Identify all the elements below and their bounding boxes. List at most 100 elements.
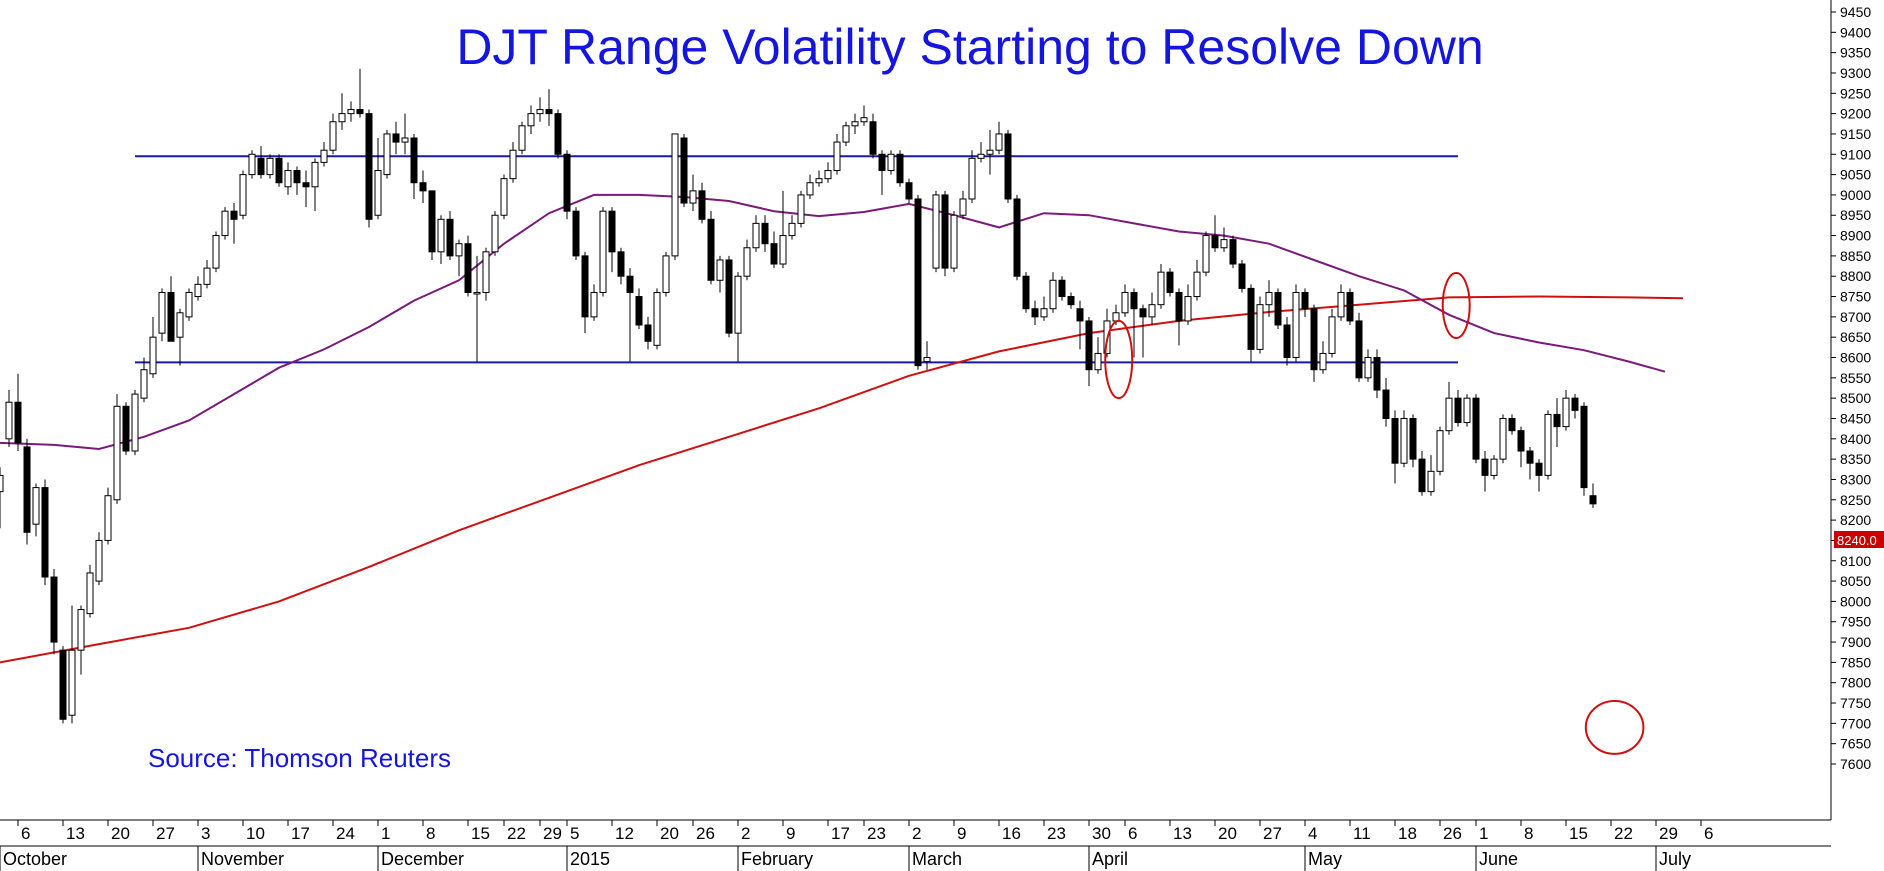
candle-body [1211,235,1219,249]
candle-body [1058,279,1066,298]
candle-body [1562,397,1570,428]
candle-body [185,291,193,318]
candle [122,402,130,456]
candle-body [1589,495,1597,505]
candle [1040,296,1048,321]
candle [1310,304,1318,382]
month-label: October [3,849,67,869]
x-tick-label: 15 [1569,824,1588,843]
y-tick-label: 9150 [1840,126,1871,142]
candle-body [428,190,436,253]
y-tick-label: 9050 [1840,167,1871,183]
x-tick-label: 13 [1173,824,1192,843]
candle-body [1022,275,1030,310]
x-tick-label: 3 [201,824,210,843]
x-tick-label: 27 [156,824,175,843]
candle-body [1427,470,1435,493]
candle [32,483,40,537]
x-tick-label: 6 [1128,824,1137,843]
candle [770,231,778,269]
candle-body [698,190,706,220]
source-note: Source: Thomson Reuters [148,743,451,773]
candle [860,105,868,126]
candle-body [5,401,13,440]
candle [1337,284,1345,321]
candle-body [518,125,526,151]
candle-body [635,296,643,326]
candle [1427,455,1435,496]
candle [608,207,616,273]
candle-body [986,149,994,155]
candle [1067,292,1075,309]
candle [194,276,202,301]
y-tick-label: 7650 [1840,736,1871,752]
candle-body [1265,291,1273,306]
candle-body [1355,320,1363,379]
x-tick-label: 15 [471,824,490,843]
candle-body [1481,458,1489,476]
candle-body [320,149,328,163]
y-tick-label: 8950 [1840,207,1871,223]
x-tick-label: 4 [1308,824,1317,843]
x-tick-label: 20 [1218,824,1237,843]
x-tick-label: 1 [1479,824,1488,843]
x-tick-label: 12 [615,824,634,843]
candle [1184,284,1192,325]
candle [221,207,229,240]
candle-body [275,157,283,184]
candle-body [500,178,508,216]
candle [1031,300,1039,325]
x-tick-label: 30 [1092,824,1111,843]
candle-body [383,133,391,176]
y-tick-label: 8450 [1840,410,1871,426]
candle [662,251,670,297]
candle-body [1040,308,1048,318]
y-tick-label: 8350 [1840,451,1871,467]
x-tick-label: 16 [1002,824,1021,843]
candle [1085,316,1093,386]
candle-body [545,109,553,115]
candle [590,284,598,321]
candle [680,133,688,208]
candle [545,89,553,126]
candle-body [1112,312,1120,322]
x-tick-label: 9 [957,824,966,843]
candle [1571,394,1579,419]
candle [1400,410,1408,468]
candle-body [1148,304,1156,318]
candle-body [194,283,202,298]
candle [1535,459,1543,492]
candle-body [617,251,625,277]
candle [356,68,364,118]
candle [1274,288,1282,330]
y-tick-label: 8300 [1840,471,1871,487]
candle-body [770,243,778,265]
y-tick-label: 9450 [1840,4,1871,20]
candle [1139,304,1147,358]
candle-body [707,218,715,281]
x-tick-label: 8 [1524,824,1533,843]
month-label: February [741,849,813,869]
candle-body [1139,308,1147,318]
y-tick-label: 8000 [1840,593,1871,609]
candle [68,605,76,724]
y-tick-label: 8250 [1840,492,1871,508]
x-tick-label: 29 [1659,824,1678,843]
x-tick-label: 1 [381,824,390,843]
candle [1499,414,1507,464]
candle-body [824,170,832,180]
candle [617,247,625,285]
month-label: May [1308,849,1342,869]
month-label: December [381,849,464,869]
candle-body [1508,417,1516,432]
candle-body [842,125,850,143]
candle [1157,264,1165,309]
candle-body [1346,291,1354,322]
candle [131,390,139,456]
candle [158,288,166,342]
candle-body [1256,304,1264,350]
candle-body [41,487,49,578]
candle-body [1580,405,1588,489]
candle-body [1400,417,1408,464]
